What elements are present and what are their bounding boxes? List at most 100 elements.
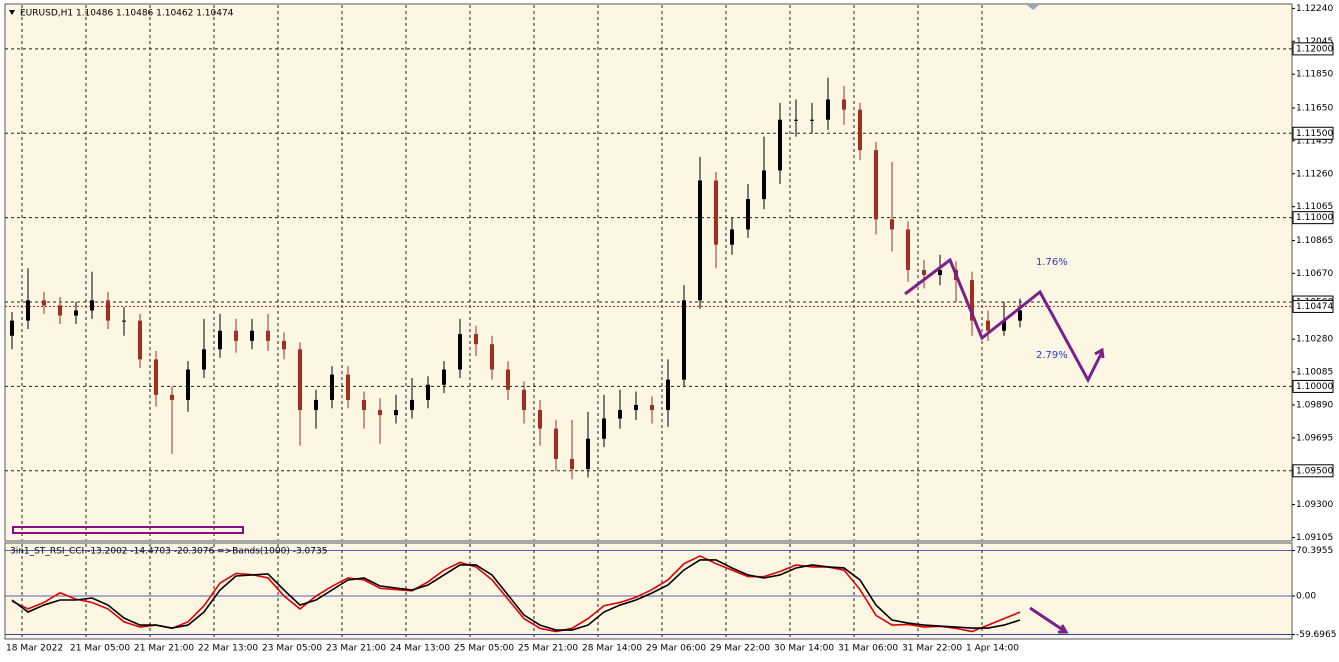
level-box — [1292, 464, 1334, 478]
indicator-arrow — [1029, 606, 1067, 634]
candle-body — [522, 389, 526, 411]
y-tick-label: 70.3955 — [1296, 546, 1333, 556]
price-box — [1292, 299, 1334, 313]
candle-body — [250, 330, 254, 341]
candle-body — [938, 269, 942, 276]
y-tick-label: 1.09890 — [1296, 400, 1333, 410]
candle-body — [170, 394, 174, 400]
candle-body — [586, 438, 590, 470]
candle-body — [74, 310, 78, 316]
candle-body — [922, 269, 926, 276]
x-tick-label: 31 Mar 22:00 — [902, 644, 962, 654]
y-tick-label: 1.11065 — [1296, 202, 1333, 212]
candle-body — [762, 170, 766, 200]
annotation: 1.76% — [1036, 257, 1068, 268]
x-tick-label: 24 Mar 13:00 — [390, 644, 450, 654]
y-tick-label: 1.10670 — [1296, 269, 1333, 279]
candle-body — [778, 119, 782, 171]
y-tick-label: 1.09300 — [1296, 500, 1333, 510]
candle-body — [874, 150, 878, 220]
candle-body — [506, 369, 510, 390]
arrow-head — [1094, 347, 1105, 359]
candle-body — [90, 300, 94, 311]
candle-body — [746, 199, 750, 230]
indicator-line — [11, 559, 1021, 631]
menu-triangle[interactable] — [9, 10, 15, 15]
level-box — [1292, 211, 1334, 225]
y-tick-label: 1.09695 — [1296, 433, 1333, 443]
candle-body — [826, 99, 830, 120]
candle-body — [842, 99, 846, 110]
candle-body — [314, 399, 318, 411]
candle-body — [378, 410, 382, 416]
candle-body — [490, 344, 494, 370]
x-tick-label: 29 Mar 06:00 — [646, 644, 706, 654]
candle-body — [682, 300, 686, 380]
candle-body — [138, 320, 142, 360]
x-tick-label: 29 Mar 22:00 — [710, 644, 770, 654]
candle-body — [458, 334, 462, 370]
level-label: 1.10000 — [1296, 382, 1333, 392]
candle-body — [970, 280, 974, 321]
candle-body — [442, 369, 446, 385]
x-tick-label: 31 Mar 06:00 — [838, 644, 898, 654]
indicator-line — [11, 555, 1021, 633]
forecast-path — [904, 257, 1104, 384]
x-tick-label: 28 Mar 14:00 — [582, 644, 642, 654]
candle-body — [666, 379, 670, 411]
y-tick-label: 1.10280 — [1296, 335, 1333, 345]
candle-body — [58, 305, 62, 316]
y-tick-label: 1.12045 — [1296, 37, 1333, 47]
candle-body — [266, 330, 270, 341]
level-label: 1.12000 — [1296, 44, 1333, 54]
candle-body — [186, 369, 190, 400]
candle-body — [202, 349, 206, 370]
x-tick-label: 21 Mar 05:00 — [70, 644, 130, 654]
forecast-arrows — [904, 257, 1105, 634]
candle-body — [858, 109, 862, 151]
x-tick-label: 23 Mar 21:00 — [326, 644, 386, 654]
candle-body — [426, 384, 430, 400]
x-tick-label: 25 Mar 21:00 — [518, 644, 578, 654]
y-tick-label: 1.10865 — [1296, 236, 1333, 246]
candle-body — [634, 404, 638, 411]
level-label: 1.11500 — [1296, 129, 1333, 139]
x-tick-label: 1 Apr 14:00 — [966, 644, 1019, 654]
candle-body — [1018, 310, 1022, 321]
level-box — [1292, 379, 1334, 393]
candle-body — [298, 349, 302, 411]
x-tick-label: 21 Mar 21:00 — [134, 644, 194, 654]
x-tick-label: 25 Mar 05:00 — [454, 644, 514, 654]
y-tick-label: 1.12240 — [1296, 4, 1333, 14]
candle-body — [554, 428, 558, 459]
candle-body — [794, 119, 798, 121]
candle-body — [906, 229, 910, 270]
price-label: 1.10474 — [1296, 302, 1333, 312]
candle-body — [394, 410, 398, 416]
candle-body — [986, 320, 990, 331]
arrow-head — [1058, 624, 1069, 634]
candle-body — [282, 340, 286, 350]
candle-body — [730, 229, 734, 245]
level-box — [1292, 126, 1334, 140]
y-tick-label: -59.6965 — [1296, 630, 1336, 640]
candle-body — [346, 374, 350, 400]
candle-body — [618, 410, 622, 419]
candle-body — [154, 359, 158, 395]
candle-body — [122, 320, 126, 322]
main-title: EURUSD,H1 1.10486 1.10486 1.10462 1.1047… — [20, 9, 234, 19]
candle-body — [410, 399, 414, 411]
y-tick-label: 1.10085 — [1296, 368, 1333, 378]
candle-body — [698, 180, 702, 301]
shift-marker[interactable] — [1027, 5, 1039, 10]
candle-body — [714, 180, 718, 245]
level-label: 1.09500 — [1296, 466, 1333, 476]
x-tick-label: 18 Mar 2022 — [6, 644, 63, 654]
candle-body — [570, 458, 574, 470]
x-tick-label: 30 Mar 14:00 — [774, 644, 834, 654]
candle-body — [474, 334, 478, 345]
candle-body — [1002, 320, 1006, 331]
level-box — [1292, 42, 1334, 56]
candle-body — [234, 330, 238, 341]
